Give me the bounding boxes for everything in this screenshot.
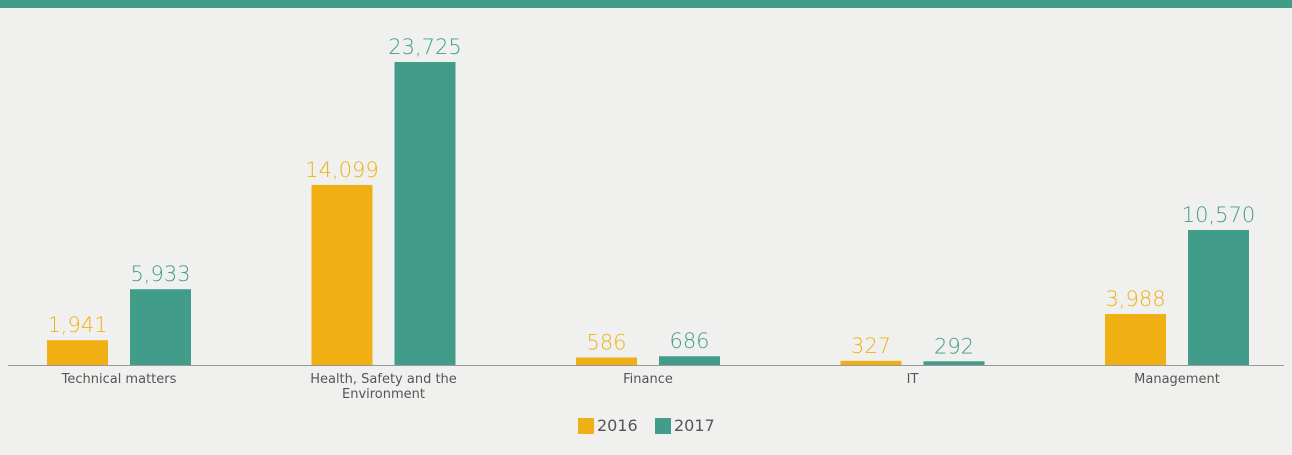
bar xyxy=(840,360,902,365)
bar xyxy=(659,356,720,365)
data-label: 23,725 xyxy=(388,35,461,59)
data-label: 3,988 xyxy=(1105,287,1165,311)
x-tick-label: Technical matters xyxy=(61,372,177,387)
bar xyxy=(576,357,637,365)
bar xyxy=(311,184,373,365)
legend-swatch xyxy=(578,417,594,434)
header-strip xyxy=(0,0,1292,8)
legend-item: 2016 xyxy=(578,416,638,435)
data-label: 14,099 xyxy=(305,158,378,182)
x-tick-label: Management xyxy=(1134,372,1220,387)
legend-label: 2017 xyxy=(674,416,715,435)
bar xyxy=(394,62,456,365)
data-label: 1,941 xyxy=(47,313,107,337)
bar xyxy=(47,340,108,365)
data-label: 327 xyxy=(851,334,891,358)
x-tick-label: Health, Safety and the Environment xyxy=(310,372,457,402)
data-label: 10,570 xyxy=(1182,203,1255,227)
bar xyxy=(923,361,985,365)
bar xyxy=(1188,230,1249,365)
bar xyxy=(1105,314,1166,365)
legend-item: 2017 xyxy=(655,416,715,435)
bar xyxy=(130,289,191,365)
x-tick-label: IT xyxy=(906,372,919,387)
data-label: 5,933 xyxy=(130,262,190,286)
data-label: 686 xyxy=(669,329,709,353)
legend-label: 2016 xyxy=(597,416,638,435)
data-label: 586 xyxy=(586,331,626,355)
data-label: 292 xyxy=(934,334,974,358)
legend-swatch xyxy=(655,417,671,434)
x-tick-label: Finance xyxy=(623,372,673,387)
